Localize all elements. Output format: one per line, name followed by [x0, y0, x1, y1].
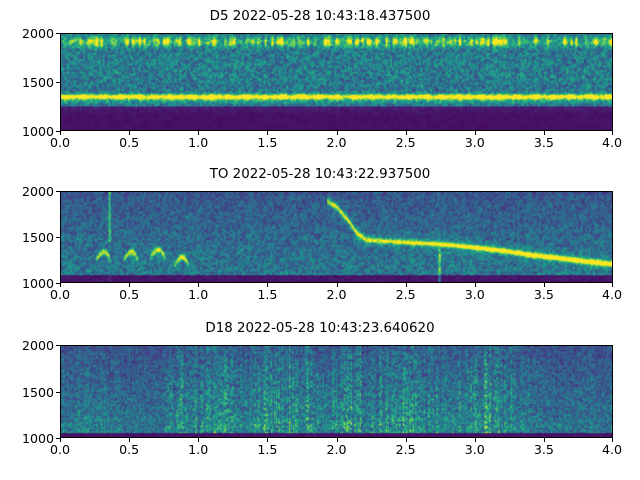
panel-d5-xtick-mark-0: [60, 131, 62, 135]
panel-to-xtick-label-4: 2.0: [326, 287, 347, 302]
panel-d5-ytick-mark-2000: [56, 33, 60, 35]
panel-d5-xtick-mark-1: [129, 131, 131, 135]
panel-to-xtick-label-1: 0.5: [119, 287, 140, 302]
panel-d18-xtick-label-7: 3.5: [533, 442, 554, 457]
panel-d5-xtick-label-7: 3.5: [533, 135, 554, 150]
panel-to-plot-area: [60, 191, 613, 283]
panel-d5-xtick-label-6: 3.0: [464, 135, 485, 150]
panel-d5-xtick-mark-5: [405, 131, 407, 135]
panel-to-xtick-mark-0: [60, 283, 62, 287]
panel-to-xtick-mark-8: [612, 283, 614, 287]
panel-to-xtick-label-5: 2.5: [395, 287, 416, 302]
panel-d18-xtick-mark-2: [198, 438, 200, 442]
panel-d5-spectrogram-image: [61, 34, 612, 130]
panel-to-xtick-label-7: 3.5: [533, 287, 554, 302]
panel-d18-xtick-label-5: 2.5: [395, 442, 416, 457]
panel-d18-title: D18 2022-05-28 10:43:23.640620: [205, 321, 435, 336]
panel-d18-ytick-label-1500: 1500: [21, 384, 54, 400]
panel-d5-xtick-mark-3: [267, 131, 269, 135]
panel-d5-xtick-mark-8: [612, 131, 614, 135]
panel-d5-xtick-mark-4: [336, 131, 338, 135]
panel-d5-plot-area: [60, 33, 613, 131]
panel-to-xtick-label-2: 1.0: [188, 287, 209, 302]
panel-d18-xtick-mark-8: [612, 438, 614, 442]
panel-d18-xtick-label-4: 2.0: [326, 442, 347, 457]
panel-to-xtick-mark-5: [405, 283, 407, 287]
panel-d18-xtick-mark-0: [60, 438, 62, 442]
panel-to-title: TO 2022-05-28 10:43:22.937500: [209, 167, 431, 182]
panel-d5-ytick-label-1500: 1500: [21, 75, 54, 90]
panel-d18-xtick-mark-6: [474, 438, 476, 442]
panel-d5-xtick-label-0: 0.0: [49, 135, 71, 150]
panel-to-xtick-mark-6: [474, 283, 476, 287]
panel-d18-xtick-label-6: 3.0: [464, 442, 485, 457]
panel-to-spectrogram-image: [61, 192, 612, 282]
panel-d5-title: D5 2022-05-28 10:43:18.437500: [209, 9, 431, 24]
panel-d18-xtick-mark-1: [129, 438, 131, 442]
panel-d18-ytick-label-1000: 1000: [21, 431, 54, 446]
panel-d18-xtick-mark-5: [405, 438, 407, 442]
panel-to-xtick-label-6: 3.0: [464, 287, 485, 302]
panel-d18-ytick-mark-1000: [56, 438, 60, 440]
panel-d5-xtick-label-5: 2.5: [395, 135, 416, 150]
panel-d5-xtick-mark-2: [198, 131, 200, 135]
panel-d5-ytick-label-1000: 1000: [21, 124, 54, 139]
panel-to-ytick-label-1000: 1000: [21, 276, 54, 291]
panel-d5-ytick-mark-1000: [56, 131, 60, 133]
panel-d5-xtick-label-1: 0.5: [119, 135, 140, 150]
panel-d18-xtick-mark-3: [267, 438, 269, 442]
panel-to-ytick-label-2000: 2000: [21, 184, 54, 199]
panel-to-xtick-mark-2: [198, 283, 200, 287]
panel-d18-xtick-label-2: 1.0: [188, 442, 209, 457]
panel-to-ytick-mark-1500: [56, 237, 60, 239]
panel-to-xtick-label-8: 4.0: [601, 287, 623, 302]
panel-to-ytick-mark-1000: [56, 283, 60, 285]
panel-d18-xtick-label-1: 0.5: [119, 442, 140, 457]
panel-d18-xtick-mark-7: [543, 438, 545, 442]
panel-to-xtick-mark-4: [336, 283, 338, 287]
panel-d5-xtick-label-4: 2.0: [326, 135, 347, 150]
panel-to-ytick-mark-2000: [56, 191, 60, 193]
panel-d5-xtick-mark-7: [543, 131, 545, 135]
panel-to-xtick-mark-3: [267, 283, 269, 287]
panel-d18-xtick-label-8: 4.0: [601, 442, 623, 457]
panel-d18-xtick-mark-4: [336, 438, 338, 442]
panel-d18-plot-area: [60, 345, 613, 438]
panel-to-ytick-label-1500: 1500: [21, 230, 54, 245]
panel-d5-xtick-label-8: 4.0: [601, 135, 623, 150]
panel-d18-ytick-mark-2000: [56, 345, 60, 347]
panel-d18-ytick-label-2000: 2000: [21, 338, 54, 353]
panel-d5-xtick-label-2: 1.0: [188, 135, 209, 150]
panel-to-xtick-mark-7: [543, 283, 545, 287]
panel-to-xtick-mark-1: [129, 283, 131, 287]
panel-d5-xtick-mark-6: [474, 131, 476, 135]
panel-d5-xtick-label-3: 1.5: [257, 135, 278, 150]
panel-d18-ytick-mark-1500: [56, 391, 60, 393]
panel-to-xtick-label-0: 0.0: [49, 287, 71, 302]
panel-to-xtick-label-3: 1.5: [257, 287, 278, 302]
panel-d18-spectrogram-image: [61, 346, 612, 437]
panel-d5-ytick-mark-1500: [56, 82, 60, 84]
panel-d5-ytick-label-2000: 2000: [21, 26, 54, 41]
panel-d18-xtick-label-0: 0.0: [49, 442, 71, 457]
panel-d18-xtick-label-3: 1.5: [257, 442, 278, 457]
